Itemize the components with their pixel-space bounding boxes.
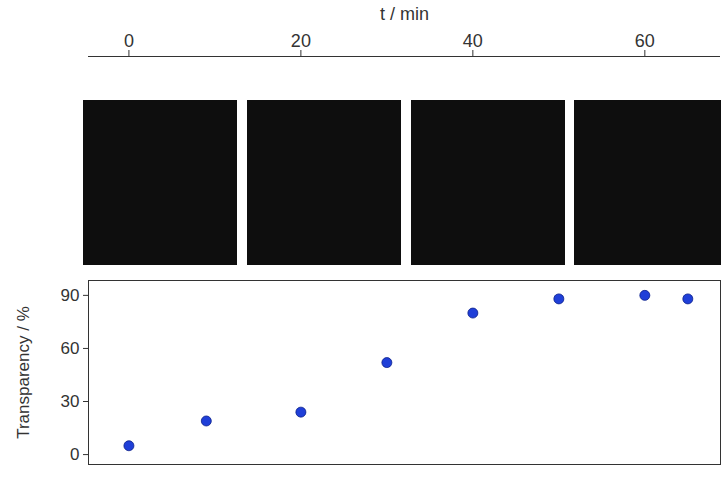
- svg-text:0: 0: [70, 445, 79, 464]
- svg-text:90: 90: [61, 286, 80, 305]
- svg-text:0: 0: [124, 31, 134, 51]
- svg-text:60: 60: [61, 339, 80, 358]
- svg-text:Transparency / %: Transparency / %: [14, 306, 33, 439]
- svg-text:t / min: t / min: [380, 4, 429, 24]
- svg-text:30: 30: [61, 392, 80, 411]
- svg-text:60: 60: [635, 31, 655, 51]
- svg-text:20: 20: [291, 31, 311, 51]
- svg-text:40: 40: [463, 31, 483, 51]
